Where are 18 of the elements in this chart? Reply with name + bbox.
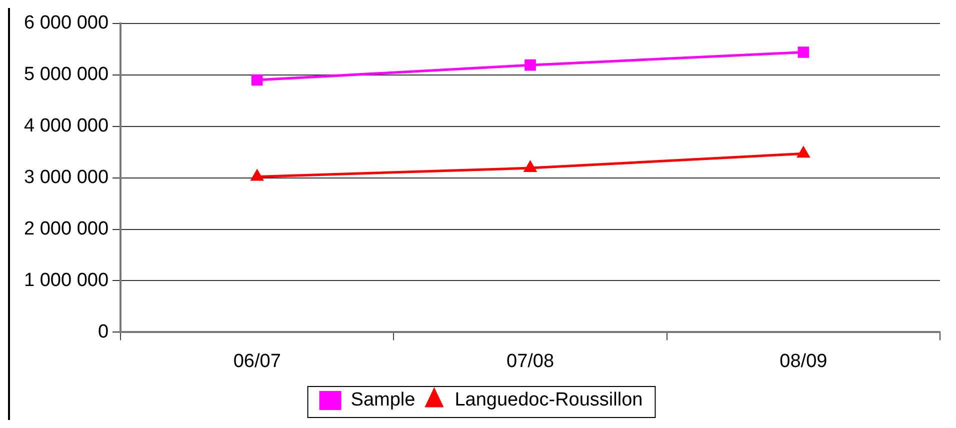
y-tick-label: 6 000 000 [24,12,109,34]
x-tick-label: 06/07 [233,350,281,372]
y-tick-label: 5 000 000 [24,64,109,86]
y-tick-label: 4 000 000 [24,116,109,137]
y-tick-label: 2 000 000 [24,218,109,240]
legend-label: Languedoc-Roussillon [454,390,643,411]
y-tick-label: 3 000 000 [24,167,109,188]
point [523,160,538,172]
point [251,74,263,86]
y-tick-label: 0 [98,321,109,342]
point [796,146,810,158]
point [798,46,810,58]
x-tick-label: 08/09 [780,350,828,372]
x-tick-label: 07/08 [506,350,554,372]
y-tick-label: 1 000 000 [24,270,109,291]
legend-label: Sample [350,390,416,411]
point [250,168,264,181]
point [524,59,536,71]
